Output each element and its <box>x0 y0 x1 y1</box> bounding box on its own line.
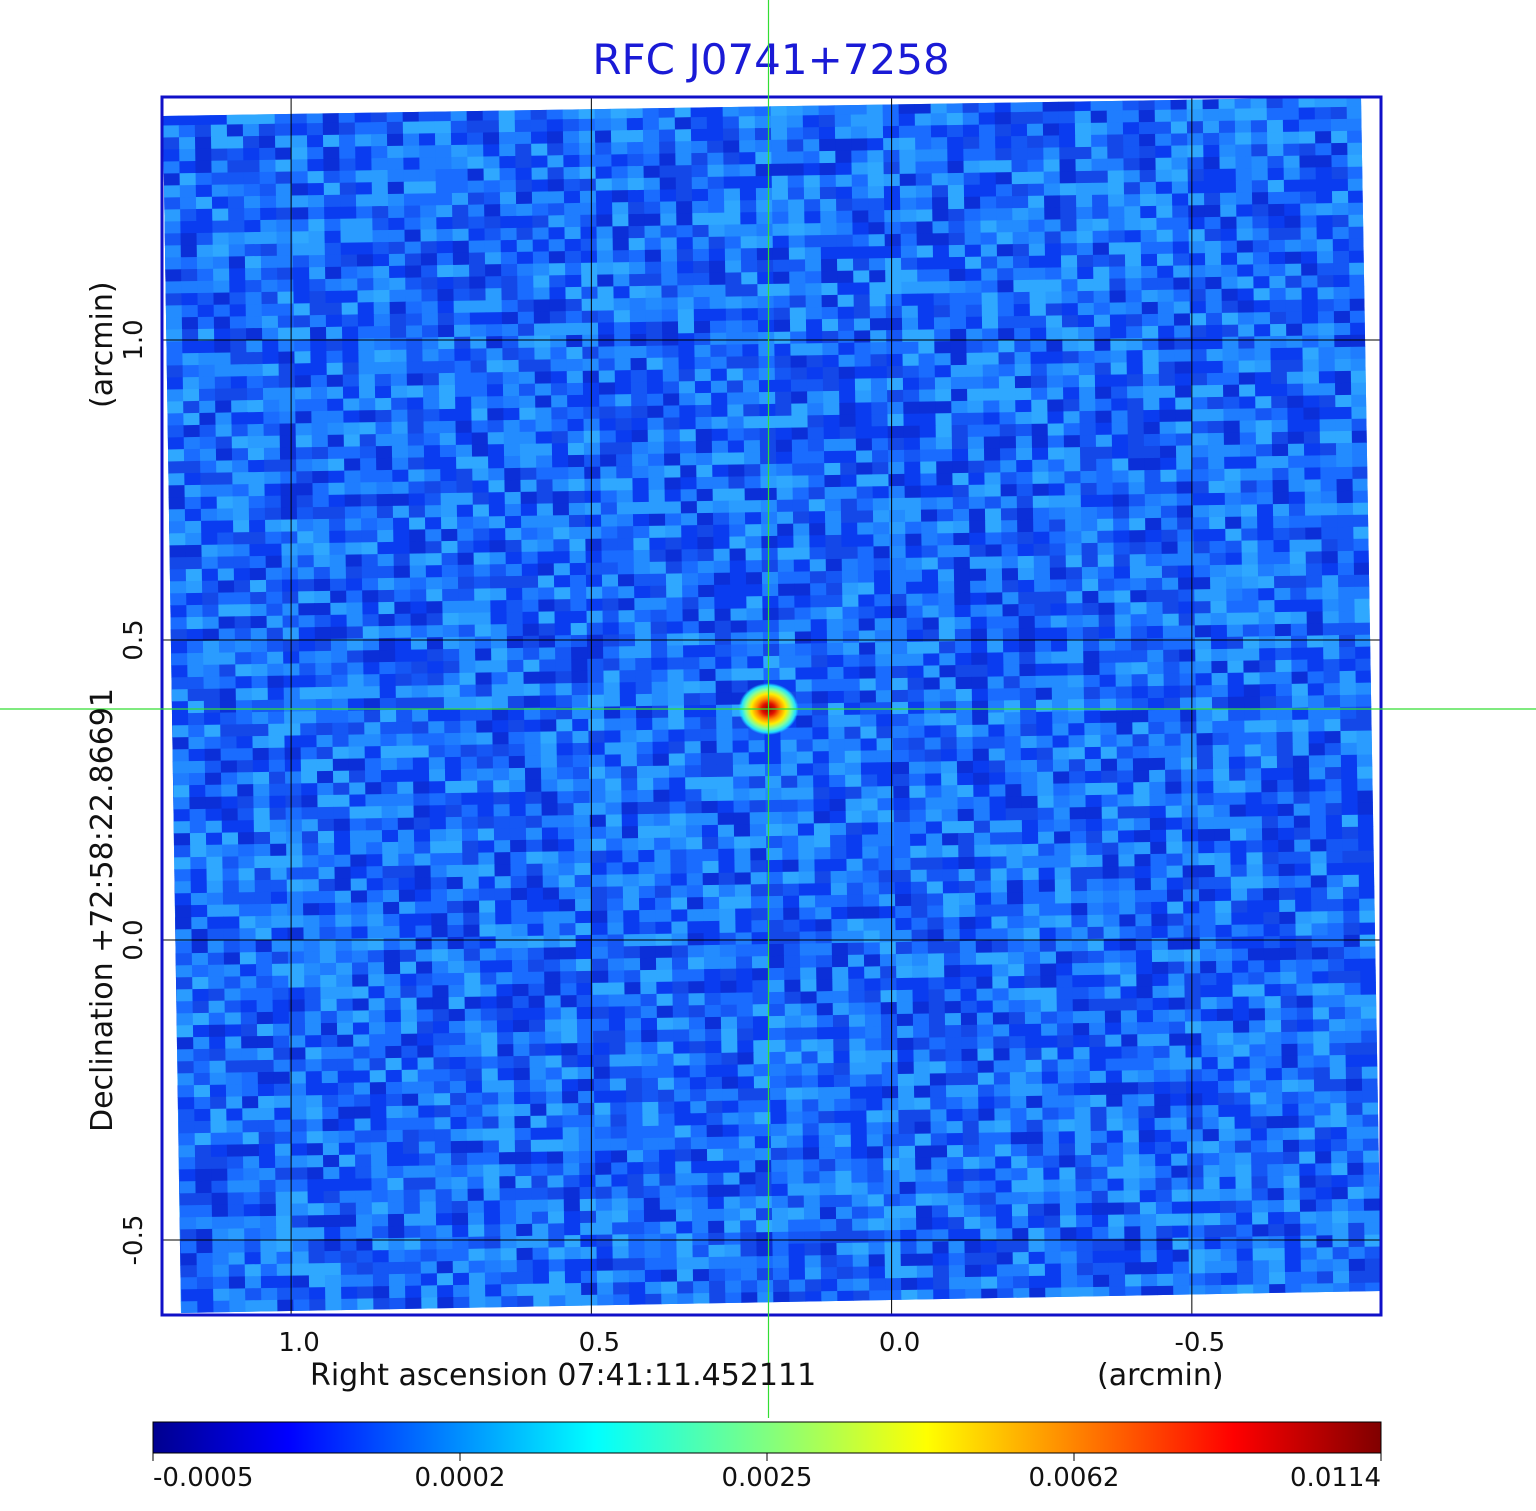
plot-frame <box>160 95 1383 1317</box>
chart-title: RFC J0741+7258 <box>592 35 949 84</box>
colorbar-tick-label: 0.0025 <box>722 1463 813 1493</box>
y-tick-label: -0.5 <box>119 1215 149 1266</box>
radio-map-image <box>163 97 1381 1313</box>
colorbar-tick-label: 0.0114 <box>1290 1463 1381 1493</box>
x-tick-label: 1.0 <box>278 1328 319 1358</box>
x-tick-label: -0.5 <box>1174 1328 1225 1358</box>
y-tick-label: 0.0 <box>119 919 149 960</box>
coordinate-grid <box>162 97 1381 1315</box>
y-axis-label: Declination +72:58:22.86691 <box>85 688 120 1132</box>
x-axis-label: Right ascension 07:41:11.452111 <box>310 1358 816 1393</box>
x-axis-unit: (arcmin) <box>1097 1358 1224 1393</box>
y-tick-label: 0.5 <box>119 619 149 660</box>
colorbar-tick-label: -0.0005 <box>153 1463 253 1493</box>
colorbar-tick-label: 0.0002 <box>415 1463 506 1493</box>
x-tick-labels: 1.0 0.5 0.0 -0.5 <box>278 1328 1225 1358</box>
y-axis-unit: (arcmin) <box>85 281 120 408</box>
x-tick-label: 0.5 <box>579 1328 620 1358</box>
plot-area <box>162 97 1381 1315</box>
colorbar <box>152 1421 1382 1454</box>
colorbar-tick-label: 0.0062 <box>1029 1463 1120 1493</box>
colorbar-ticks: -0.0005 0.0002 0.0025 0.0062 0.0114 <box>152 1453 1382 1493</box>
y-tick-label: 1.0 <box>119 319 149 360</box>
y-tick-labels: 1.0 0.5 0.0 -0.5 <box>119 319 149 1265</box>
map-noise-cells <box>163 97 1381 1313</box>
x-tick-label: 0.0 <box>879 1328 920 1358</box>
